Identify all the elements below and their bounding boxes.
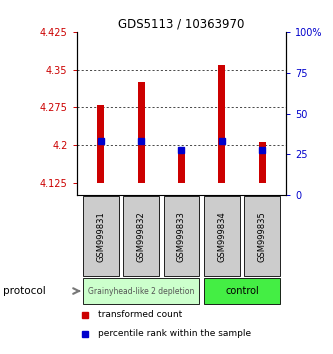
Text: transformed count: transformed count	[98, 310, 182, 319]
FancyBboxPatch shape	[204, 196, 239, 276]
FancyBboxPatch shape	[204, 278, 280, 304]
Text: GSM999835: GSM999835	[258, 211, 267, 262]
Text: protocol: protocol	[3, 286, 46, 296]
Bar	[218, 64, 225, 183]
FancyBboxPatch shape	[124, 196, 159, 276]
Text: GSM999832: GSM999832	[137, 211, 146, 262]
Text: control: control	[225, 286, 259, 296]
Text: GSM999834: GSM999834	[217, 211, 226, 262]
Title: GDS5113 / 10363970: GDS5113 / 10363970	[118, 18, 245, 31]
FancyBboxPatch shape	[164, 196, 199, 276]
Bar	[258, 142, 266, 183]
Text: percentile rank within the sample: percentile rank within the sample	[98, 329, 251, 338]
Bar	[138, 82, 145, 183]
Text: GSM999833: GSM999833	[177, 211, 186, 262]
Text: GSM999831: GSM999831	[96, 211, 105, 262]
FancyBboxPatch shape	[244, 196, 280, 276]
Text: Grainyhead-like 2 depletion: Grainyhead-like 2 depletion	[88, 286, 194, 296]
Bar	[97, 105, 105, 183]
Bar	[178, 148, 185, 183]
FancyBboxPatch shape	[83, 196, 119, 276]
FancyBboxPatch shape	[83, 278, 199, 304]
